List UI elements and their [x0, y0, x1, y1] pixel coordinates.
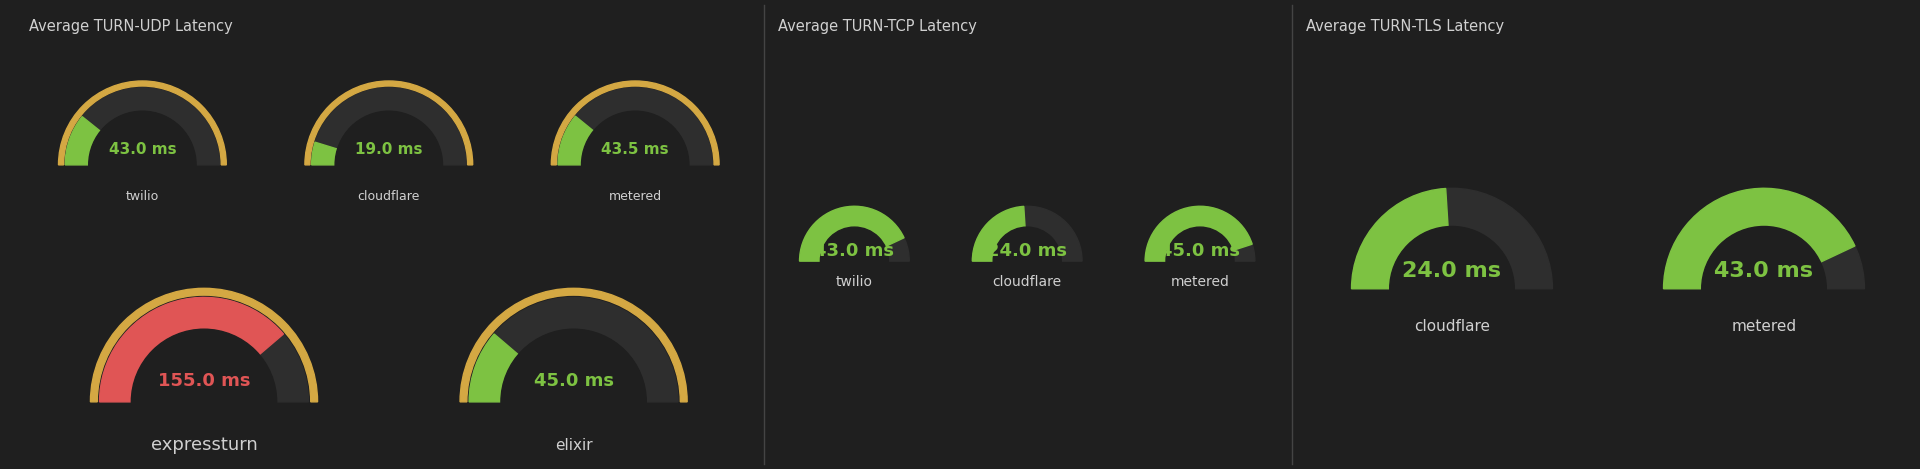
Wedge shape [799, 206, 910, 261]
Text: twilio: twilio [127, 190, 159, 203]
Wedge shape [1144, 206, 1256, 261]
Text: cloudflare: cloudflare [1413, 319, 1490, 334]
Circle shape [1701, 227, 1826, 351]
Wedge shape [461, 288, 687, 402]
Circle shape [820, 227, 889, 295]
Text: 24.0 ms: 24.0 ms [1402, 261, 1501, 280]
Wedge shape [468, 297, 678, 402]
Text: Average TURN-UDP Latency: Average TURN-UDP Latency [29, 19, 232, 34]
Wedge shape [311, 142, 338, 165]
Circle shape [501, 329, 647, 469]
Text: 43.5 ms: 43.5 ms [601, 142, 668, 157]
Text: elixir: elixir [555, 438, 593, 453]
Wedge shape [1352, 189, 1448, 289]
Text: 155.0 ms: 155.0 ms [157, 372, 250, 390]
Text: metered: metered [609, 190, 662, 203]
Text: twilio: twilio [835, 275, 874, 289]
Wedge shape [468, 334, 518, 402]
Wedge shape [1663, 188, 1864, 289]
Text: 43.0 ms: 43.0 ms [814, 242, 895, 260]
Wedge shape [972, 206, 1083, 261]
Text: 24.0 ms: 24.0 ms [987, 242, 1068, 260]
Text: 19.0 ms: 19.0 ms [355, 142, 422, 157]
Wedge shape [90, 288, 317, 402]
Wedge shape [799, 206, 904, 261]
Text: expressturn: expressturn [150, 436, 257, 454]
Text: metered: metered [1732, 319, 1797, 334]
Wedge shape [65, 117, 100, 165]
Text: 43.0 ms: 43.0 ms [1715, 261, 1814, 280]
Wedge shape [1144, 206, 1252, 261]
Circle shape [1165, 227, 1235, 295]
Text: Average TURN-TCP Latency: Average TURN-TCP Latency [778, 19, 977, 34]
Wedge shape [100, 297, 309, 402]
Text: 45.0 ms: 45.0 ms [534, 372, 614, 390]
Wedge shape [972, 206, 1025, 261]
Text: cloudflare: cloudflare [357, 190, 420, 203]
Text: Average TURN-TLS Latency: Average TURN-TLS Latency [1306, 19, 1503, 34]
Wedge shape [559, 88, 712, 165]
Wedge shape [559, 116, 593, 165]
Wedge shape [100, 297, 284, 402]
Circle shape [88, 111, 196, 219]
Text: cloudflare: cloudflare [993, 275, 1062, 289]
Wedge shape [1352, 188, 1553, 289]
Text: 43.0 ms: 43.0 ms [109, 142, 177, 157]
Wedge shape [1663, 188, 1855, 289]
Circle shape [582, 111, 689, 219]
Wedge shape [305, 81, 472, 165]
Wedge shape [58, 81, 227, 165]
Text: 45.0 ms: 45.0 ms [1160, 242, 1240, 260]
Text: metered: metered [1171, 275, 1229, 289]
Circle shape [131, 329, 276, 469]
Circle shape [1390, 227, 1515, 351]
Circle shape [336, 111, 442, 219]
Wedge shape [65, 88, 219, 165]
Wedge shape [311, 88, 467, 165]
Circle shape [993, 227, 1062, 295]
Wedge shape [551, 81, 720, 165]
